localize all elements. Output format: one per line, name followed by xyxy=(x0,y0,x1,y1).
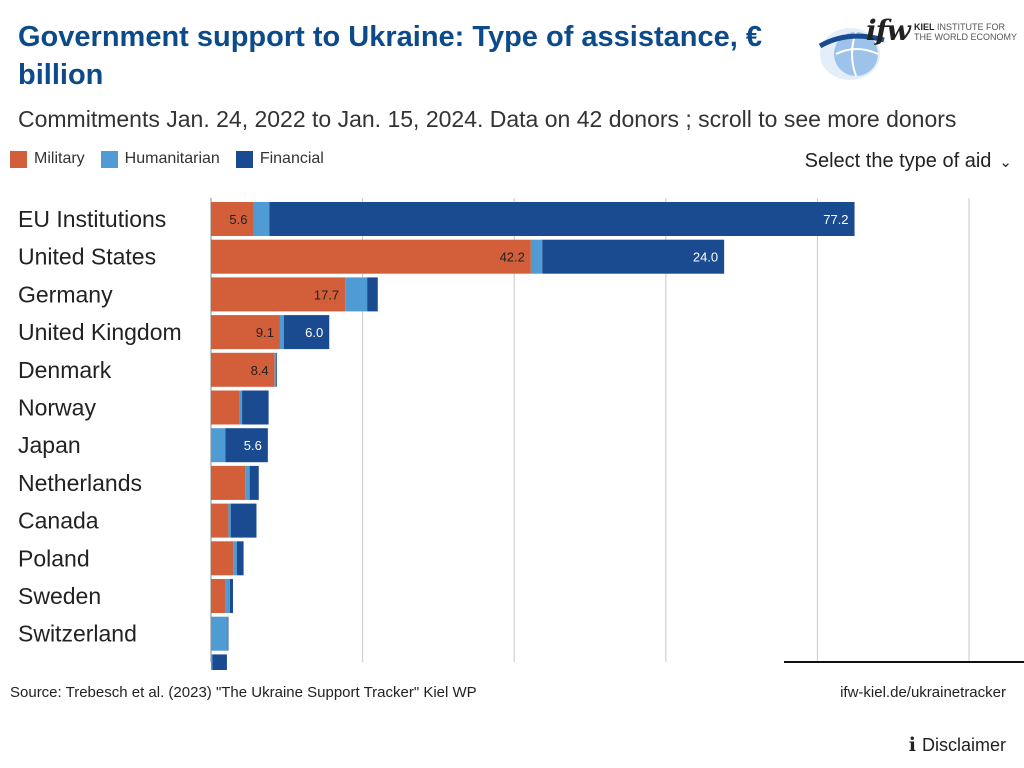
category-label: Sweden xyxy=(18,583,101,609)
info-icon: i xyxy=(908,734,916,756)
scroll-divider xyxy=(784,661,1024,663)
bar-humanitarian xyxy=(279,315,284,350)
legend-label-financial: Financial xyxy=(259,150,324,167)
legend-item-military[interactable]: Military xyxy=(10,150,85,168)
data-label-military: 5.6 xyxy=(229,212,247,227)
bar-financial xyxy=(542,239,725,274)
bar-humanitarian xyxy=(245,465,250,500)
bar-humanitarian xyxy=(211,616,228,651)
bar-financial xyxy=(269,202,855,236)
bar-military xyxy=(211,239,531,274)
category-label: Denmark xyxy=(18,357,112,383)
bar-humanitarian xyxy=(228,503,231,538)
bar-military xyxy=(211,352,275,387)
data-label-financial: 24.0 xyxy=(693,250,718,265)
category-label: EU Institutions xyxy=(18,206,166,232)
bar-military xyxy=(211,277,346,312)
bar-financial xyxy=(276,352,277,387)
bar-financial xyxy=(367,277,378,312)
bar-financial xyxy=(225,428,268,463)
tracker-link[interactable]: ifw-kiel.de/ukrainetracker xyxy=(840,684,1006,701)
logo-name: KIEL INSTITUTE FOR THE WORLD ECONOMY xyxy=(914,22,1017,42)
data-label-financial: 6.0 xyxy=(305,325,323,340)
legend-item-financial[interactable]: Financial xyxy=(235,150,324,168)
legend-swatch-financial xyxy=(235,150,253,168)
category-label: United States xyxy=(18,244,156,270)
category-label: Poland xyxy=(18,545,90,571)
data-label-financial: 5.6 xyxy=(244,438,262,453)
chevron-down-icon: ⌄ xyxy=(999,153,1012,171)
bar-humanitarian xyxy=(225,579,230,613)
bar-military xyxy=(211,503,229,538)
logo-line2: THE WORLD ECONOMY xyxy=(914,32,1018,42)
category-label: Canada xyxy=(18,508,99,534)
bar-financial xyxy=(242,390,269,425)
category-label: United Kingdom xyxy=(18,319,182,345)
ifw-logo: ifw KIEL INSTITUTE FOR THE WORLD ECONOMY xyxy=(818,12,1018,84)
category-label: Japan xyxy=(18,432,81,458)
globe-icon xyxy=(818,28,885,80)
aid-type-select[interactable]: Select the type of aid ⌄ xyxy=(805,150,1012,173)
data-label-military: 8.4 xyxy=(251,363,269,378)
category-label: Norway xyxy=(18,395,96,421)
logo-line1-bold: KIEL xyxy=(914,22,935,32)
logo-mark: ifw xyxy=(866,14,911,47)
bar-humanitarian xyxy=(211,428,226,463)
bar-military xyxy=(211,579,226,613)
bar-financial xyxy=(229,579,233,613)
legend-label-humanitarian: Humanitarian xyxy=(124,150,220,167)
legend-swatch-humanitarian xyxy=(100,150,118,168)
bar-military xyxy=(211,541,234,576)
bar-financial xyxy=(230,503,257,538)
data-label-military: 17.7 xyxy=(314,287,339,302)
bar-humanitarian xyxy=(345,277,368,312)
bar-military xyxy=(211,202,254,236)
disclaimer-label: Disclaimer xyxy=(921,734,1006,755)
bar-humanitarian xyxy=(530,239,543,274)
bar-financial xyxy=(236,541,244,576)
disclaimer-button[interactable]: i Disclaimer xyxy=(909,734,1006,756)
bar-military xyxy=(211,465,246,500)
bar-financial xyxy=(212,654,227,670)
legend-item-humanitarian[interactable]: Humanitarian xyxy=(100,150,220,168)
legend-label-military: Military xyxy=(34,150,85,167)
aid-type-select-label: Select the type of aid xyxy=(804,150,992,172)
category-label: Germany xyxy=(18,281,113,307)
data-label-military: 9.1 xyxy=(256,325,274,340)
bar-humanitarian xyxy=(274,352,277,387)
bar-military xyxy=(211,315,280,350)
data-label-financial: 77.2 xyxy=(823,212,848,227)
logo-line1-rest: INSTITUTE FOR xyxy=(934,22,1006,32)
source-note: Source: Trebesch et al. (2023) "The Ukra… xyxy=(10,684,477,701)
bar-humanitarian xyxy=(211,654,213,670)
bar-chart: EU Institutions 5.6 77.2 United States 42.2 2… xyxy=(18,198,970,670)
chart-subtitle: Commitments Jan. 24, 2022 to Jan. 15, 20… xyxy=(18,106,957,132)
category-label: Netherlands xyxy=(18,470,142,496)
bar-humanitarian xyxy=(233,541,237,576)
bar-humanitarian xyxy=(253,202,270,236)
bar-financial xyxy=(249,465,259,500)
category-label: Switzerland xyxy=(18,621,137,647)
bar-humanitarian xyxy=(239,390,243,425)
bar-military xyxy=(211,390,240,425)
legend: Military Humanitarian Financial xyxy=(10,150,324,168)
bar-financial xyxy=(227,616,229,651)
legend-swatch-military xyxy=(10,150,27,168)
chart-title: Government support to Ukraine: Type of a… xyxy=(18,21,762,91)
bar-financial xyxy=(283,315,330,350)
data-label-military: 42.2 xyxy=(500,250,525,265)
